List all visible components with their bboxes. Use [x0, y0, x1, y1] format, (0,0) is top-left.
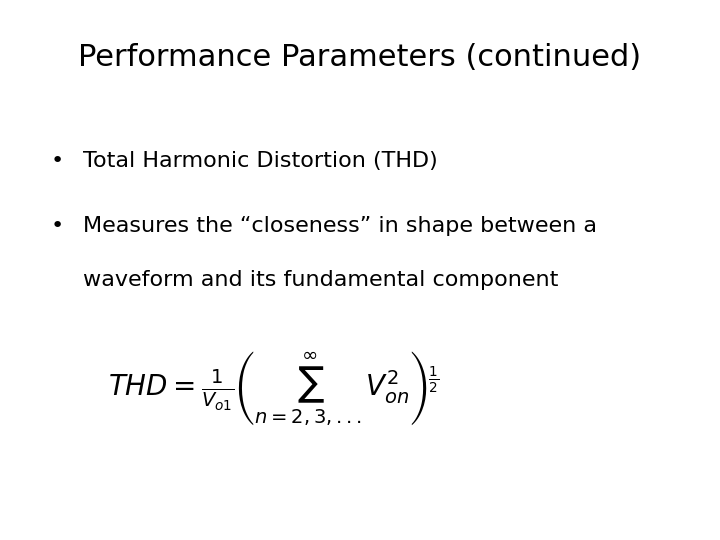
Text: $THD = \frac{1}{V_{o1}}\left(\sum_{n=2,3,...}^{\infty} V_{on}^{2}\right)^{\frac{: $THD = \frac{1}{V_{o1}}\left(\sum_{n=2,3… [108, 349, 439, 428]
Text: •: • [50, 151, 63, 171]
Text: waveform and its fundamental component: waveform and its fundamental component [83, 270, 558, 290]
Text: •: • [50, 216, 63, 236]
Text: Performance Parameters (continued): Performance Parameters (continued) [78, 43, 642, 72]
Text: Total Harmonic Distortion (THD): Total Harmonic Distortion (THD) [83, 151, 438, 171]
Text: Measures the “closeness” in shape between a: Measures the “closeness” in shape betwee… [83, 216, 597, 236]
